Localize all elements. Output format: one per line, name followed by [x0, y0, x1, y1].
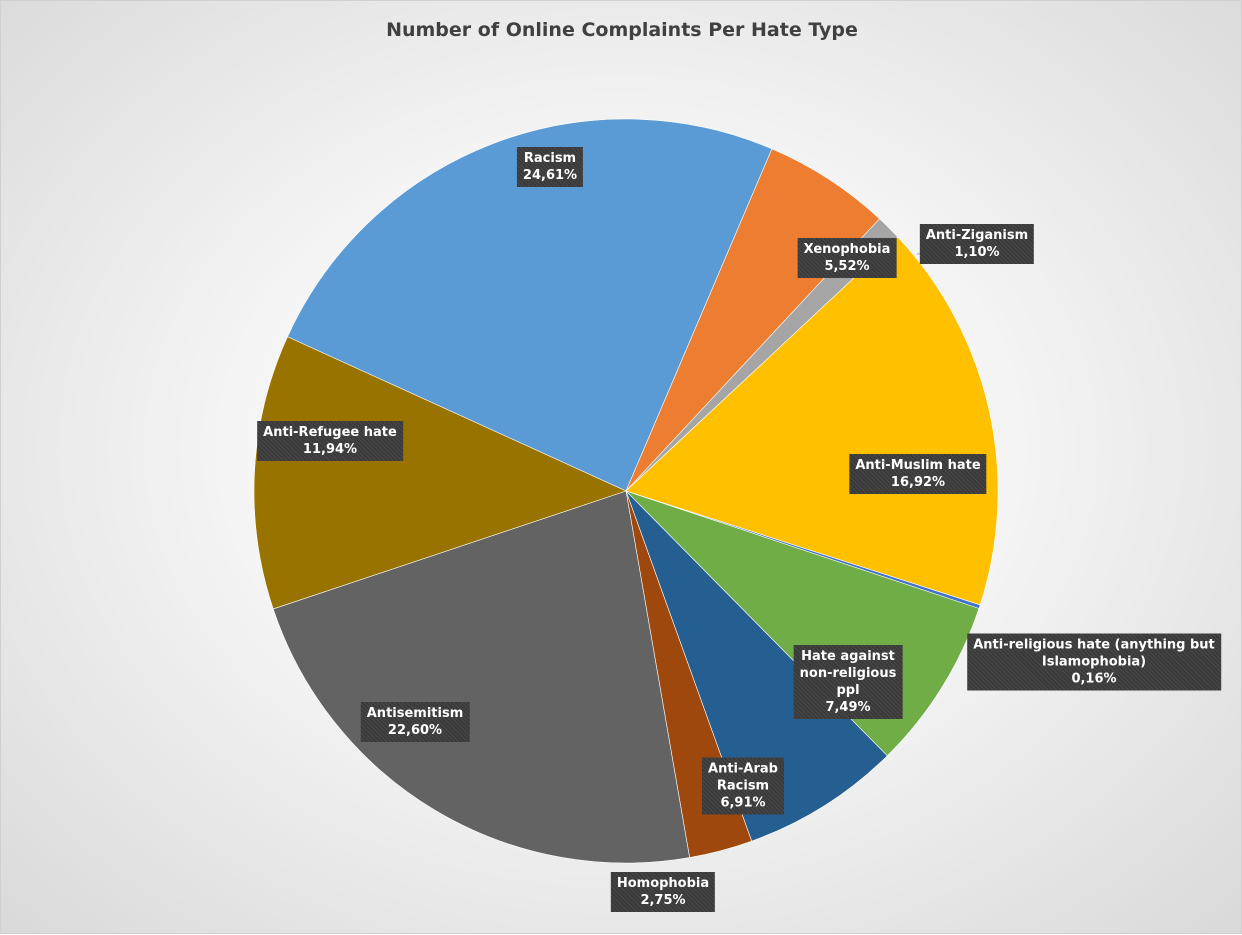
data-label-hate-against-non-religious-ppl: Hate against non-religious ppl 7,49%	[793, 645, 903, 719]
data-label-category: Racism	[523, 151, 577, 166]
data-label-value: 24,61%	[522, 168, 578, 183]
data-label-homophobia: Homophobia 2,75%	[610, 872, 716, 912]
data-label-anti-muslim-hate: Anti-Muslim hate 16,92%	[849, 454, 987, 494]
data-label-anti-religious-hate-anything-but-islamophobia: Anti-religious hate (anything but Islamop…	[967, 633, 1221, 691]
data-label-value: 0,16%	[1071, 671, 1117, 687]
data-label-category: Anti-Refugee hate	[263, 425, 397, 440]
data-label-category: Anti-Arab	[708, 761, 778, 777]
data-label-category: Anti-religious hate (anything but	[973, 637, 1215, 653]
pie-slice-antisemitism	[272, 490, 690, 864]
data-label-value: 11,94%	[302, 442, 358, 457]
data-label-value: 1,10%	[954, 245, 1000, 260]
data-label-anti-ziganism: Anti-Ziganism 1,10%	[919, 224, 1035, 264]
data-label-value: 7,49%	[825, 700, 871, 715]
data-label-anti-arab-racism: Anti-Arab Racism 6,91%	[702, 757, 784, 815]
data-label-racism: Racism 24,61%	[516, 147, 584, 187]
data-label-value: 2,75%	[640, 893, 686, 908]
data-label-xenophobia: Xenophobia 5,52%	[797, 238, 897, 278]
data-label-value: 16,92%	[890, 475, 946, 490]
data-label-antisemitism: Antisemitism 22,60%	[360, 702, 470, 742]
pie-slice-anti-arab-racism	[625, 490, 888, 842]
pie-slice-anti-muslim-hate	[625, 236, 999, 606]
pie-slice-xenophobia	[625, 148, 880, 492]
pie-slice-anti-refugee-hate	[253, 336, 627, 610]
data-label-anti-refugee-hate: Anti-Refugee hate 11,94%	[257, 421, 403, 461]
data-label-category: Hate against	[801, 649, 895, 664]
data-label-category: Xenophobia	[803, 242, 891, 257]
data-label-category: ppl	[836, 683, 860, 698]
data-label-value: 5,52%	[824, 259, 870, 274]
data-label-category: Racism	[716, 778, 770, 794]
data-label-category: Homophobia	[616, 876, 710, 891]
data-label-category: Islamophobia)	[1041, 654, 1147, 670]
data-label-category: non-religious	[799, 666, 897, 681]
data-label-category: Anti-Muslim hate	[855, 458, 981, 473]
chart-title: Number of Online Complaints Per Hate Typ…	[386, 19, 858, 41]
pie-slices	[253, 118, 999, 864]
data-label-category: Anti-Ziganism	[925, 228, 1029, 243]
data-label-value: 22,60%	[387, 723, 443, 738]
pie-slice-racism	[287, 118, 773, 492]
data-label-category: Antisemitism	[366, 706, 464, 721]
data-label-value: 6,91%	[720, 795, 766, 811]
